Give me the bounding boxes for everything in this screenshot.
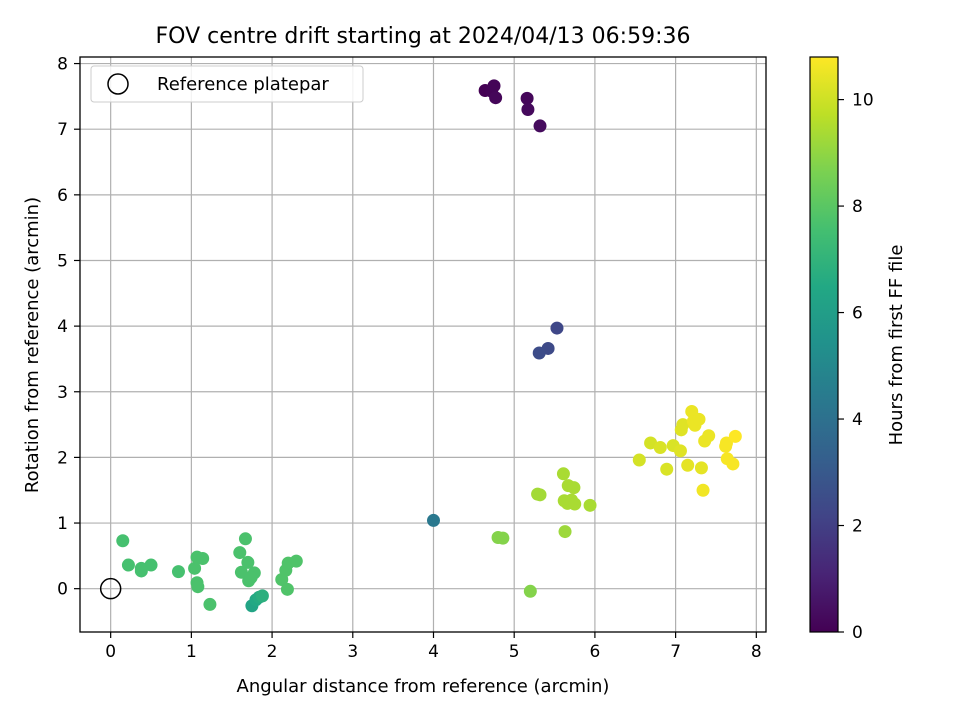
colorbar-tick-label: 8 [852,197,863,217]
x-tick-label: 1 [186,642,197,662]
x-tick-label: 5 [509,642,520,662]
x-tick-label: 2 [267,642,278,662]
grid [80,57,766,632]
data-point [234,565,248,579]
colorbar-tick-label: 6 [852,304,863,324]
colorbar: 0 2 4 6 8 10 Hours from first FF file [809,56,907,643]
data-point [489,91,503,105]
y-tick-label: 7 [57,120,68,140]
legend-marker-icon [107,73,129,95]
data-point [558,525,572,539]
data-point [568,497,582,511]
data-point [692,412,706,426]
legend-box [90,65,364,103]
data-point [653,441,667,455]
y-axis-label: Rotation from reference (arcmin) [22,197,43,493]
data-points [99,79,742,613]
data-point [144,558,158,572]
colorbar-ticks: 0 2 4 6 8 10 [838,91,874,643]
data-point [188,561,202,575]
data-point [660,462,674,476]
data-point [550,321,564,335]
data-point [533,119,547,133]
data-point [280,582,294,596]
data-point [533,488,547,502]
x-axis-label: Angular distance from reference (arcmin) [237,676,610,697]
data-point [196,551,210,565]
data-point [523,584,537,598]
legend-entry-reference: Reference platepar [157,74,329,95]
data-point [644,436,658,450]
data-point [567,481,581,495]
data-point [719,436,733,450]
y-tick-label: 1 [57,514,68,534]
colorbar-tick-label: 0 [852,623,863,643]
colorbar-tick-label: 4 [852,410,863,430]
colorbar-gradient [809,56,839,633]
x-tick-label: 0 [105,642,116,662]
data-point [532,346,546,360]
data-point [696,483,710,497]
data-point [255,589,269,603]
data-point [520,91,534,105]
y-tick-label: 0 [57,580,68,600]
data-point [203,597,217,611]
x-tick-label: 7 [670,642,681,662]
y-tick-label: 8 [57,55,68,75]
y-tick-label: 2 [57,448,68,468]
colorbar-label: Hours from first FF file [886,245,907,446]
data-point [121,558,135,572]
data-point [426,513,440,527]
data-point [238,532,252,546]
data-point [556,467,570,481]
data-point [244,571,258,585]
data-point [487,79,501,93]
data-point [632,453,646,467]
chart-title: FOV centre drift starting at 2024/04/13 … [156,24,691,49]
data-point [702,429,716,443]
x-tick-label: 3 [347,642,358,662]
x-tick-label: 8 [751,642,762,662]
y-tick-label: 4 [57,317,68,337]
data-point [676,418,690,432]
plot-area-frame [79,56,767,633]
y-tick-label: 5 [57,251,68,271]
data-point [521,103,535,117]
data-point [233,546,247,560]
x-tick-label: 6 [589,642,600,662]
data-point [241,555,255,569]
data-point [583,498,597,512]
data-point [116,534,130,548]
colorbar-tick-label: 10 [852,91,874,111]
y-tick-label: 3 [57,383,68,403]
data-point [728,429,742,443]
x-tick-label: 4 [428,642,439,662]
colorbar-tick-label: 2 [852,517,863,537]
reference-platepar-marker [99,577,122,600]
data-point [694,461,708,475]
data-point [191,580,205,594]
data-point [673,444,687,458]
data-point [681,458,695,472]
legend: Reference platepar [90,65,364,103]
y-tick-label: 6 [57,186,68,206]
x-axis-ticks: 0 1 2 3 4 5 6 7 8 [105,632,762,662]
data-point [726,457,740,471]
data-point [496,531,510,545]
y-axis-ticks: 0 1 2 3 4 5 6 7 8 [57,55,80,600]
data-point [171,565,185,579]
data-point [289,554,303,568]
